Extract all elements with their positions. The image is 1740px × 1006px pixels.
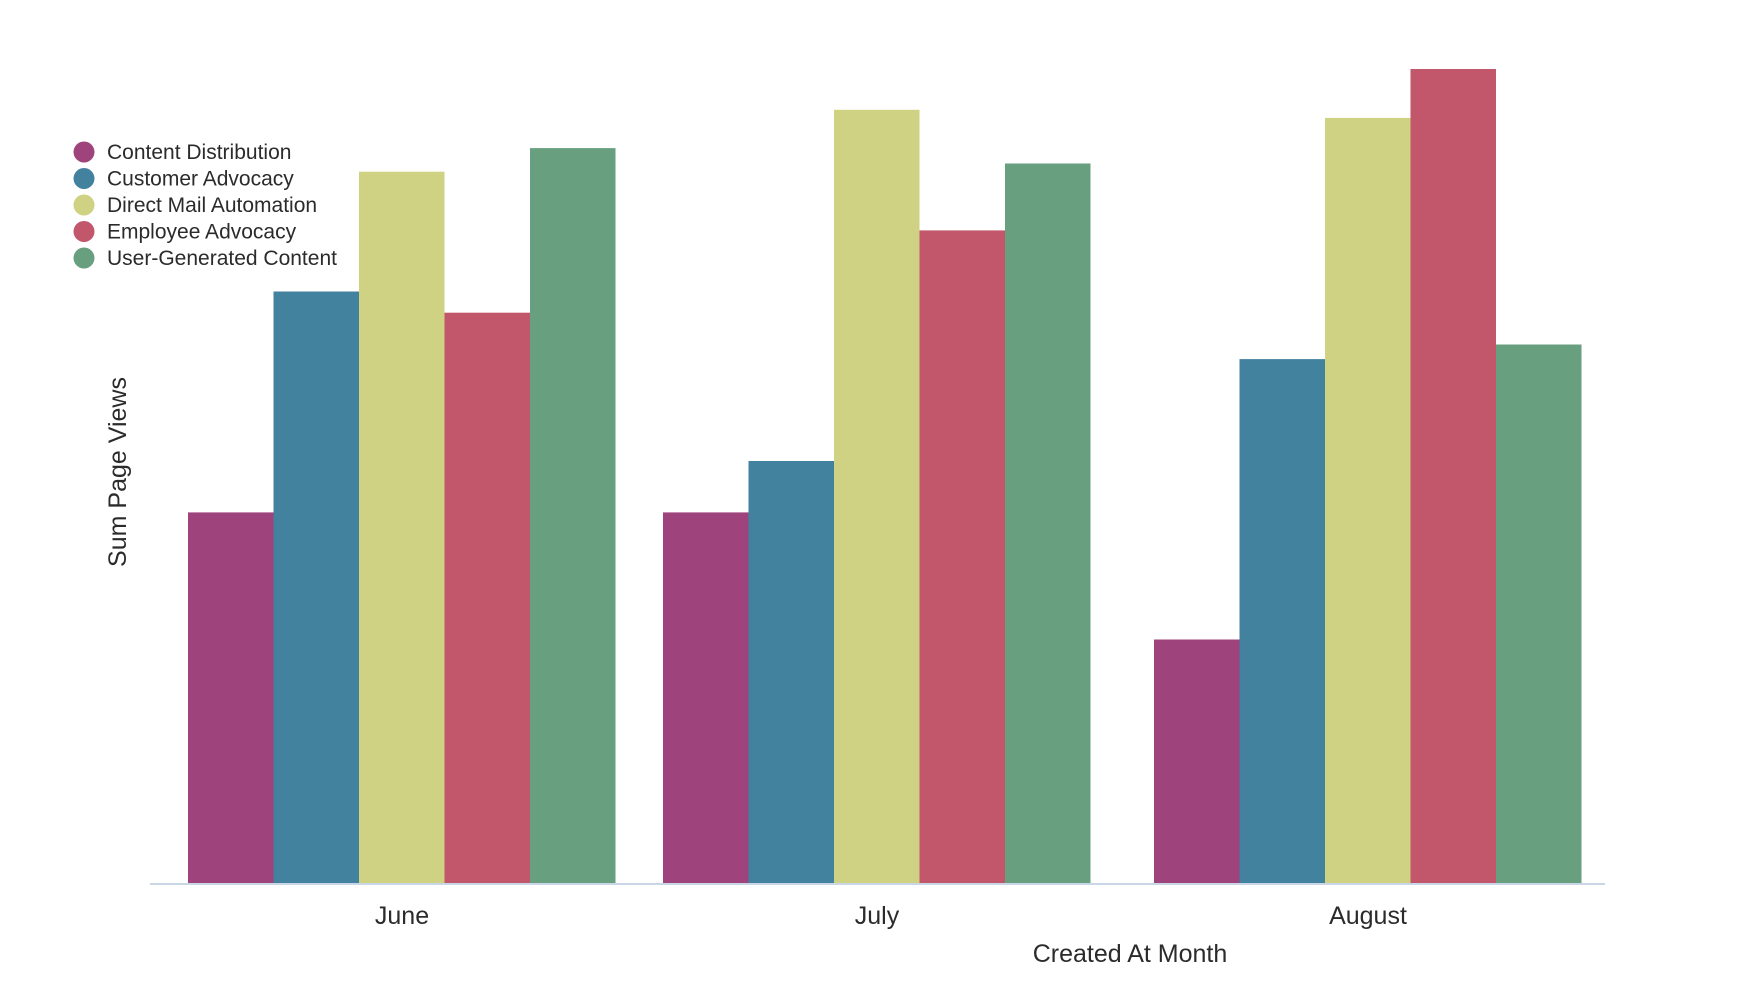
x-tick-label-july: July [855,902,900,930]
x-axis-title: Created At Month [1033,940,1228,968]
legend-label: Direct Mail Automation [107,194,317,217]
y-axis-title: Sum Page Views [104,377,132,567]
legend-label: Customer Advocacy [107,168,294,191]
bar-direct-mail-automation-august[interactable] [1325,117,1411,884]
bar-user-generated-content-june[interactable] [530,148,616,885]
bar-content-distribution-july[interactable] [663,512,749,884]
legend-label: Employee Advocacy [107,221,297,244]
bar-employee-advocacy-july[interactable] [919,230,1006,884]
legend-swatch [73,168,95,189]
legend-swatch [73,194,95,216]
bars-layer [188,69,1582,885]
bar-user-generated-content-august[interactable] [1496,344,1582,885]
bar-direct-mail-automation-july[interactable] [834,109,920,885]
bar-employee-advocacy-august[interactable] [1410,69,1497,884]
bar-customer-advocacy-august[interactable] [1239,359,1326,885]
legend-label: Content Distribution [107,141,291,164]
bar-user-generated-content-july[interactable] [1005,163,1091,885]
legend: Content Distribution Customer Advocacy Dir… [73,141,338,270]
bar-customer-advocacy-july[interactable] [748,461,835,884]
legend-item-customer-advocacy[interactable]: Customer Advocacy [73,168,295,191]
legend-swatch [73,247,95,269]
legend-item-employee-advocacy[interactable]: Employee Advocacy [73,221,297,244]
x-tick-label-june: June [375,902,429,930]
x-tick-label-august: August [1329,902,1407,930]
bar-customer-advocacy-june[interactable] [273,291,360,885]
bar-content-distribution-august[interactable] [1154,639,1240,885]
bar-content-distribution-june[interactable] [188,512,274,884]
legend-item-user-generated-content[interactable]: User-Generated Content [73,247,338,270]
legend-item-content-distribution[interactable]: Content Distribution [73,141,292,164]
x-tick-labels: June July August [375,902,1407,930]
legend-item-direct-mail-automation[interactable]: Direct Mail Automation [73,194,318,217]
legend-label: User-Generated Content [107,247,337,270]
legend-swatch [73,221,95,242]
bar-direct-mail-automation-june[interactable] [359,171,445,884]
legend-swatch [73,141,95,163]
bar-employee-advocacy-june[interactable] [444,312,531,884]
